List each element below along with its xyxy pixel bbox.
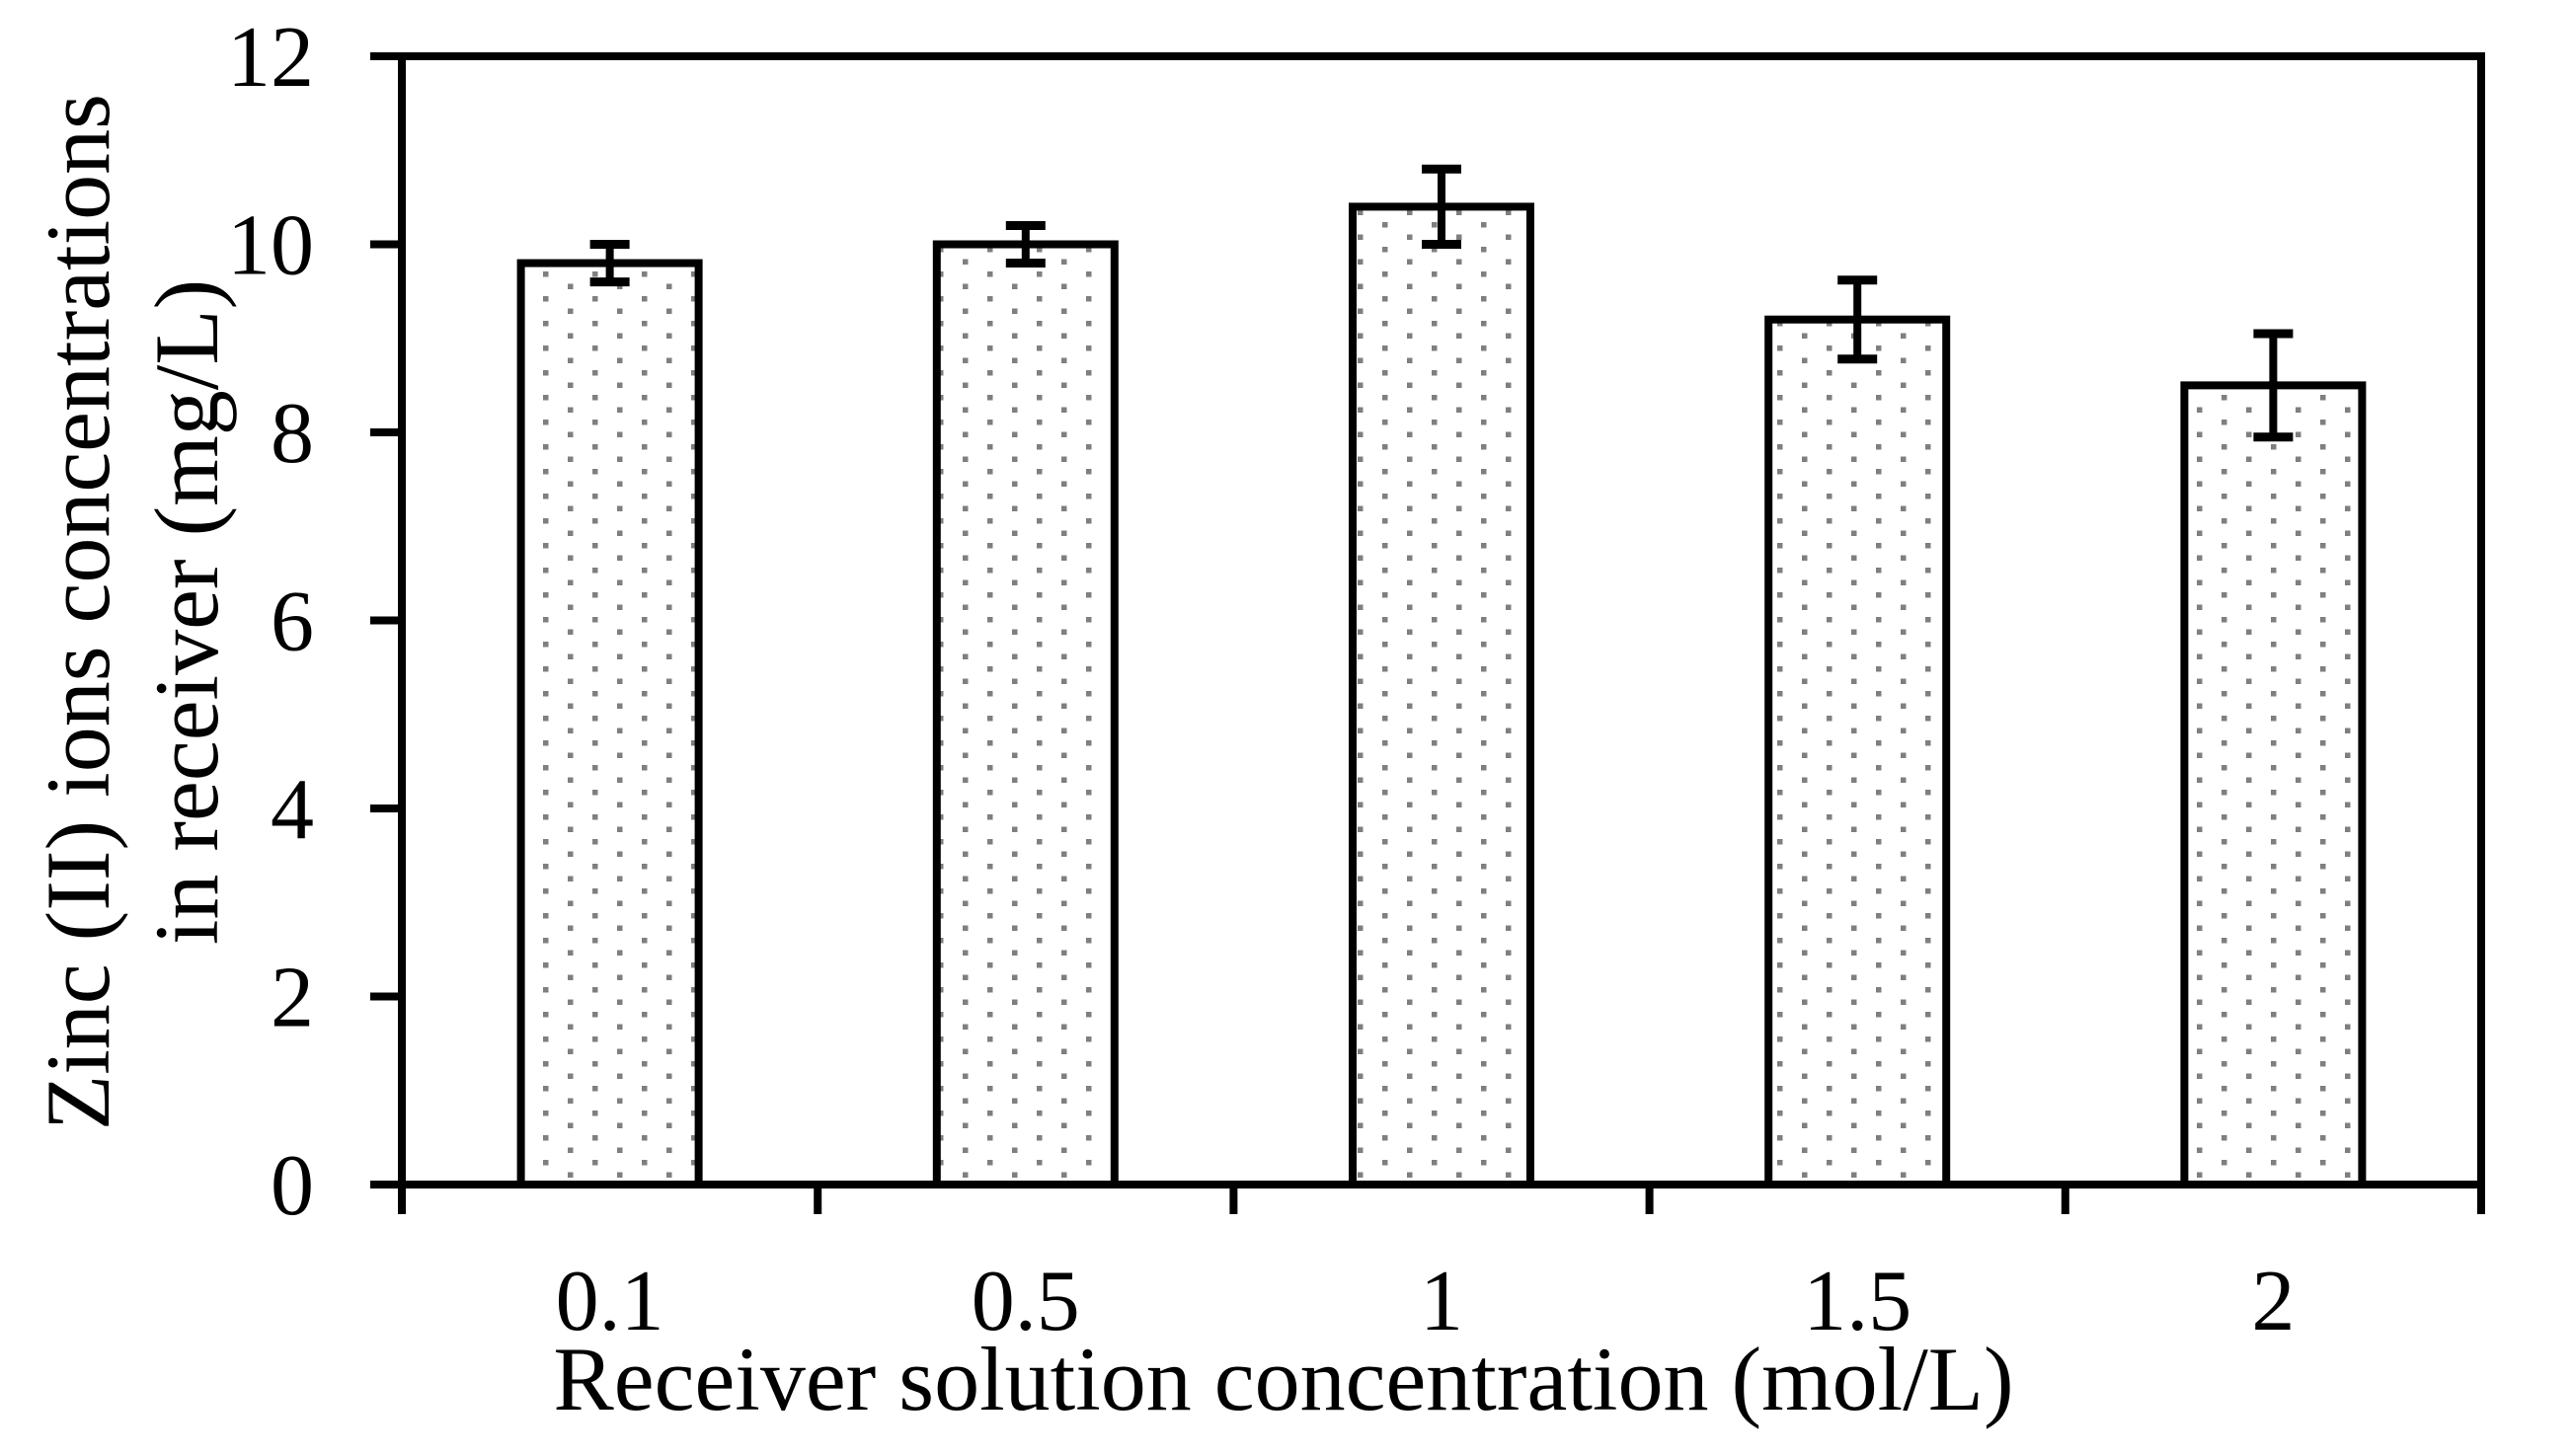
x-axis-title: Receiver solution concentration (mol/L): [553, 1329, 2013, 1429]
bar: [1349, 202, 1534, 1188]
bar: [516, 259, 703, 1188]
bar: [2180, 381, 2367, 1188]
y-axis-title-line2: in receiver (mg/L): [136, 279, 237, 945]
error-bars-group: [589, 164, 2294, 442]
y-tick-label: 0: [271, 1138, 314, 1234]
bar: [1764, 315, 1951, 1188]
y-axis-tick-labels: 0 2 4 6 8 10 12: [227, 10, 314, 1234]
x-axis-tick-labels: 0.1 0.5 1 1.5 2: [556, 1254, 2296, 1349]
y-tick-label: 8: [271, 386, 314, 482]
y-tick-label: 2: [271, 951, 314, 1046]
x-tick-label: 0.5: [972, 1254, 1080, 1349]
bar: [932, 240, 1119, 1188]
y-tick-label: 12: [227, 10, 314, 106]
x-tick-label: 1: [1420, 1254, 1463, 1349]
x-tick-label: 2: [2251, 1254, 2295, 1349]
bars-group: [516, 202, 2367, 1188]
y-tick-label: 6: [271, 575, 314, 670]
x-tick-label: 1.5: [1803, 1254, 1911, 1349]
y-tick-label: 4: [271, 762, 314, 858]
y-axis-title-line1: Zinc (II) ions concentrations: [28, 94, 128, 1130]
y-tick-label: 10: [227, 198, 314, 294]
x-axis-ticks: [398, 1185, 2485, 1214]
x-tick-label: 0.1: [556, 1254, 664, 1349]
y-axis-ticks: [370, 52, 402, 1188]
